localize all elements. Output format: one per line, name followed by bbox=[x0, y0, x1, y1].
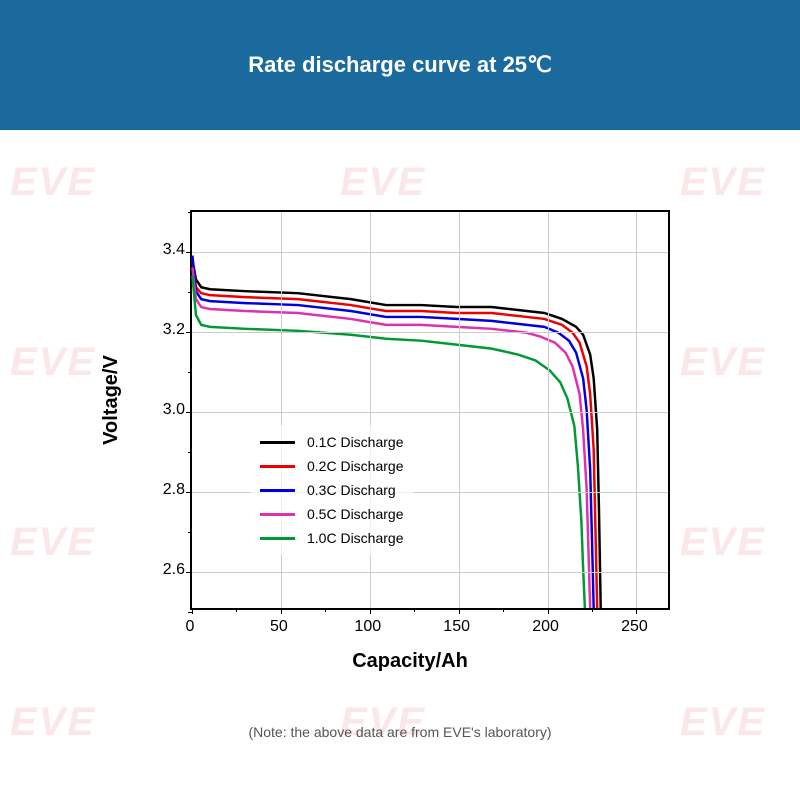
legend-item: 0.1C Discharge bbox=[260, 430, 404, 454]
x-tick-label: 200 bbox=[532, 618, 559, 636]
watermark-text: EVE bbox=[680, 160, 766, 205]
footnote: (Note: the above data are from EVE's lab… bbox=[0, 724, 800, 740]
watermark-text: EVE bbox=[680, 340, 766, 385]
legend-swatch bbox=[260, 441, 295, 444]
y-tick-label: 2.6 bbox=[150, 561, 185, 579]
y-tick-label: 3.4 bbox=[150, 241, 185, 259]
legend-swatch bbox=[260, 465, 295, 468]
watermark-text: EVE bbox=[340, 160, 426, 205]
x-tick-label: 250 bbox=[621, 618, 648, 636]
x-tick-label: 0 bbox=[186, 618, 195, 636]
legend-label: 0.2C Discharge bbox=[307, 458, 404, 474]
y-tick-label: 3.2 bbox=[150, 321, 185, 339]
page-title: Rate discharge curve at 25℃ bbox=[248, 52, 552, 78]
y-tick-label: 2.8 bbox=[150, 481, 185, 499]
legend-label: 0.1C Discharge bbox=[307, 434, 404, 450]
header-banner: Rate discharge curve at 25℃ bbox=[0, 0, 800, 130]
x-tick-label: 50 bbox=[270, 618, 288, 636]
legend-item: 0.3C Discharg bbox=[260, 478, 404, 502]
watermark-text: EVE bbox=[10, 520, 96, 565]
legend-item: 0.5C Discharge bbox=[260, 502, 404, 526]
watermark-text: EVE bbox=[10, 340, 96, 385]
legend-item: 0.2C Discharge bbox=[260, 454, 404, 478]
x-axis-label: Capacity/Ah bbox=[130, 650, 690, 673]
legend-swatch bbox=[260, 537, 295, 540]
legend-label: 0.3C Discharg bbox=[307, 482, 396, 498]
watermark-text: EVE bbox=[10, 160, 96, 205]
legend-label: 0.5C Discharge bbox=[307, 506, 404, 522]
legend-swatch bbox=[260, 489, 295, 492]
chart-legend: 0.1C Discharge 0.2C Discharge 0.3C Dischar… bbox=[250, 425, 414, 555]
legend-swatch bbox=[260, 513, 295, 516]
x-tick-label: 100 bbox=[354, 618, 381, 636]
x-tick-label: 150 bbox=[443, 618, 470, 636]
discharge-chart: Voltage/V Capacity/Ah 0.1C Discharge0.2C… bbox=[130, 200, 690, 660]
legend-label: 1.0C Discharge bbox=[307, 530, 404, 546]
y-tick-label: 3.0 bbox=[150, 401, 185, 419]
legend-item: 1.0C Discharge bbox=[260, 526, 404, 550]
watermark-text: EVE bbox=[680, 520, 766, 565]
y-axis-label: Voltage/V bbox=[100, 355, 123, 445]
